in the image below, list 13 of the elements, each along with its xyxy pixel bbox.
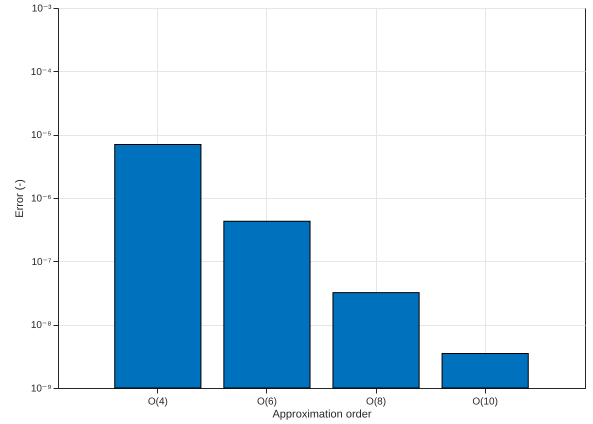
- y-tick-label: 10⁻⁵: [30, 130, 52, 142]
- y-tick-label: 10⁻⁸: [30, 320, 52, 332]
- y-tick-label: 10⁻⁶: [30, 194, 52, 204]
- y-tick-label: 10⁻⁹: [30, 384, 52, 394]
- y-tick-label: 10⁻⁷: [31, 256, 52, 268]
- y-axis-title: Error (-): [14, 179, 26, 218]
- x-axis-title: Approximation order: [272, 408, 372, 420]
- x-tick-label: O(8): [366, 396, 386, 408]
- y-tick-label: 10⁻⁴: [30, 66, 52, 78]
- x-tick-label: O(6): [256, 396, 277, 408]
- x-tick-label: O(10): [472, 396, 498, 408]
- x-tick-label: O(4): [148, 396, 168, 408]
- y-tick-label: 10⁻³: [32, 4, 52, 14]
